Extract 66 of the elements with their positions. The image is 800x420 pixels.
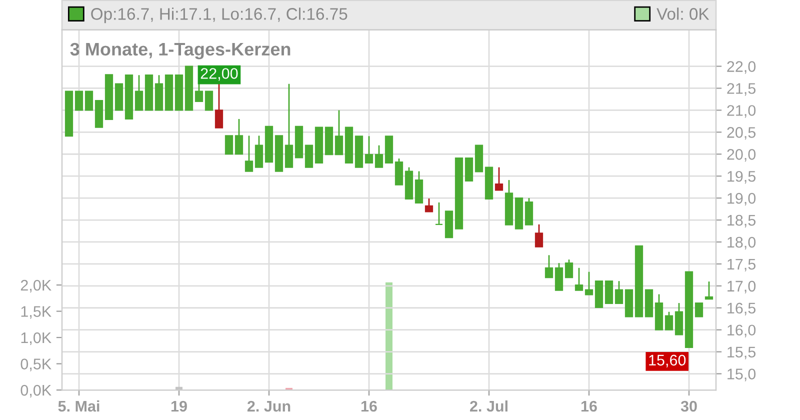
y2-tick-label: 1,0K xyxy=(21,332,52,345)
y2-tick-label: 0,0K xyxy=(20,384,52,398)
legend-label: Vol: 0K xyxy=(656,8,710,20)
candlestick xyxy=(674,302,684,336)
y-tick-label: 18,0 xyxy=(728,236,756,250)
candlestick xyxy=(214,83,224,128)
candlestick xyxy=(424,198,434,212)
candlestick xyxy=(544,254,554,278)
candlestick xyxy=(364,135,374,164)
y-tick-label: 20,5 xyxy=(727,127,756,140)
x-tick-label: 16 xyxy=(361,400,377,412)
candlestick xyxy=(204,90,214,111)
y2-tick-label: 0,5K xyxy=(20,358,52,372)
candlestick xyxy=(374,144,384,168)
candlestick xyxy=(254,134,264,168)
legend-label: Op:16.7, Hi:17.1, Lo:16.7, Cl:16.75 xyxy=(91,8,348,24)
y-tick-label: 18,5 xyxy=(728,214,756,228)
x-tick-label: 19 xyxy=(171,400,187,412)
candlestick xyxy=(74,90,84,111)
candlestick xyxy=(574,267,584,291)
candlestick xyxy=(524,197,534,226)
x-tick-label: 2. Jun xyxy=(247,400,290,412)
y-tick-label: 21,5 xyxy=(727,83,756,96)
annotation: 22,00 xyxy=(200,68,238,81)
candlestick xyxy=(494,166,504,191)
x-tick-label: 2. Jul xyxy=(470,400,508,412)
candlestick xyxy=(434,202,444,226)
y-tick-label: 19,0 xyxy=(728,192,756,206)
candlestick xyxy=(334,110,344,156)
candlestick xyxy=(234,118,244,155)
candlestick xyxy=(664,311,674,331)
candlestick xyxy=(584,271,594,296)
candlestick xyxy=(704,280,714,300)
candlestick xyxy=(224,135,234,155)
y-tick-label: 21,0 xyxy=(727,105,756,118)
candlestick xyxy=(564,258,574,278)
candlestick xyxy=(134,74,144,111)
candlestick xyxy=(414,170,424,204)
candlestick xyxy=(394,158,404,186)
text: 3 Monate, 1-Tages-Kerzen xyxy=(70,42,290,60)
y-tick-label: 17,0 xyxy=(728,280,756,294)
candlestick xyxy=(244,134,254,172)
y-tick-label: 15,0 xyxy=(728,368,756,382)
candlestick xyxy=(614,280,624,304)
y-tick-label: 19,5 xyxy=(728,170,756,184)
candlestick xyxy=(464,158,474,182)
bar xyxy=(386,282,392,390)
y-tick-label: 20,0 xyxy=(727,149,756,162)
y-tick-label: 16,0 xyxy=(728,324,756,338)
annotation: 15,60 xyxy=(649,354,686,368)
candlestick xyxy=(284,83,294,168)
y-tick-label: 16,5 xyxy=(728,302,756,316)
candlestick xyxy=(554,262,564,291)
x-tick-label: 16 xyxy=(581,400,597,412)
x-tick-label: 30 xyxy=(680,400,697,412)
candlestick xyxy=(694,302,704,318)
y-tick-label: 15,5 xyxy=(728,346,756,360)
x-tick-label: 5. Mai xyxy=(58,400,100,412)
candlestick xyxy=(534,224,544,248)
candlestick xyxy=(304,144,314,168)
y2-tick-label: 1,5K xyxy=(21,306,52,319)
y-tick-label: 17,5 xyxy=(728,258,756,272)
y-tick-label: 22,0 xyxy=(727,61,756,74)
candlestick xyxy=(604,280,614,304)
y2-tick-label: 2,0K xyxy=(20,280,52,292)
candlestick xyxy=(84,90,94,111)
